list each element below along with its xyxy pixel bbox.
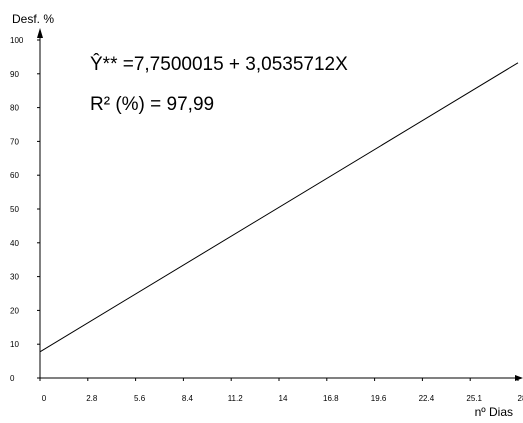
y-axis-title: Desf. %	[12, 12, 54, 26]
y-tick-label: 30	[10, 273, 19, 282]
y-tick-label: 90	[10, 70, 19, 79]
y-tick-label: 60	[10, 171, 19, 180]
y-tick-label: 80	[10, 104, 19, 113]
x-axis-title: nº Dias	[475, 405, 513, 419]
axes: 0 10 20 30 40 50 60 70 80 90 100 0 2.8 5.6 8.4 11.2 14 16…	[10, 28, 523, 403]
x-tick-label: 19.6	[371, 394, 387, 403]
x-tick-label: 2.8	[86, 394, 98, 403]
y-tick-label: 20	[10, 306, 19, 315]
x-tick-label: 5.6	[134, 394, 146, 403]
y-tick-label: 40	[10, 239, 19, 248]
x-axis-arrow	[515, 375, 523, 381]
x-tick-label: 8.4	[182, 394, 194, 403]
x-tick-label: 25.1	[466, 394, 482, 403]
x-tick-label: 14	[279, 394, 288, 403]
r-squared-label: R² (%) = 97,99	[90, 94, 214, 115]
y-tick-label: 0	[10, 374, 15, 383]
x-tick-label: 0	[42, 394, 47, 403]
x-tick-label: 22.4	[419, 394, 435, 403]
y-tick-label: 50	[10, 205, 19, 214]
y-axis-arrow	[37, 28, 43, 38]
y-tick-label: 10	[10, 340, 19, 349]
x-tick-label: 11.2	[228, 394, 244, 403]
x-tick-label: 28	[518, 394, 523, 403]
y-tick-label: 70	[10, 137, 19, 146]
regression-equation: Ŷ** =7,7500015 + 3,0535712X	[90, 53, 348, 75]
x-tick-label: 16.8	[323, 394, 339, 403]
y-tick-label: 100	[10, 36, 24, 45]
